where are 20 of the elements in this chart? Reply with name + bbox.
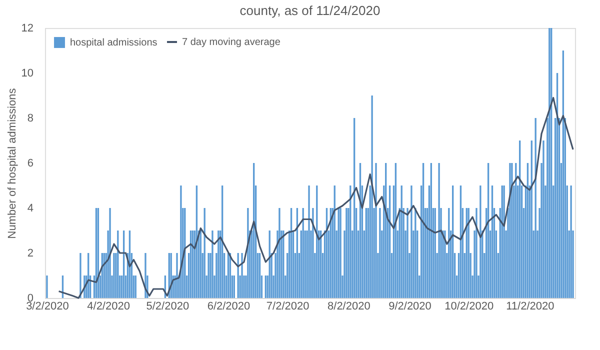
line-series [58, 96, 574, 299]
y-tick-label: 4 [27, 202, 34, 214]
x-tick-label: 7/2/2020 [266, 300, 310, 312]
y-tick-label: 8 [27, 112, 34, 124]
legend-label: hospital admissions [70, 38, 158, 48]
x-tick-label: 3/2/2020 [26, 300, 69, 312]
y-tick-label: 10 [21, 68, 34, 80]
chart-title: county, as of 11/24/2020 [240, 3, 380, 18]
x-tick-label: 6/2/2020 [207, 300, 250, 312]
y-tick-label: 2 [27, 248, 34, 260]
x-tick-label: 4/2/2020 [87, 300, 130, 312]
legend-label: 7 day moving average [182, 37, 281, 48]
x-tick-label: 9/2/2020 [388, 300, 432, 312]
y-tick-label: 12 [21, 22, 34, 34]
x-tick-label: 10/2/2020 [444, 300, 494, 312]
x-tick-label: 8/2/2020 [328, 300, 370, 312]
y-axis-title: Number of hospital admissions [6, 88, 18, 239]
x-tick-label: 11/2/2020 [506, 300, 554, 312]
x-tick-label: 5/2/2020 [146, 300, 190, 312]
y-tick-label: 6 [27, 158, 34, 170]
